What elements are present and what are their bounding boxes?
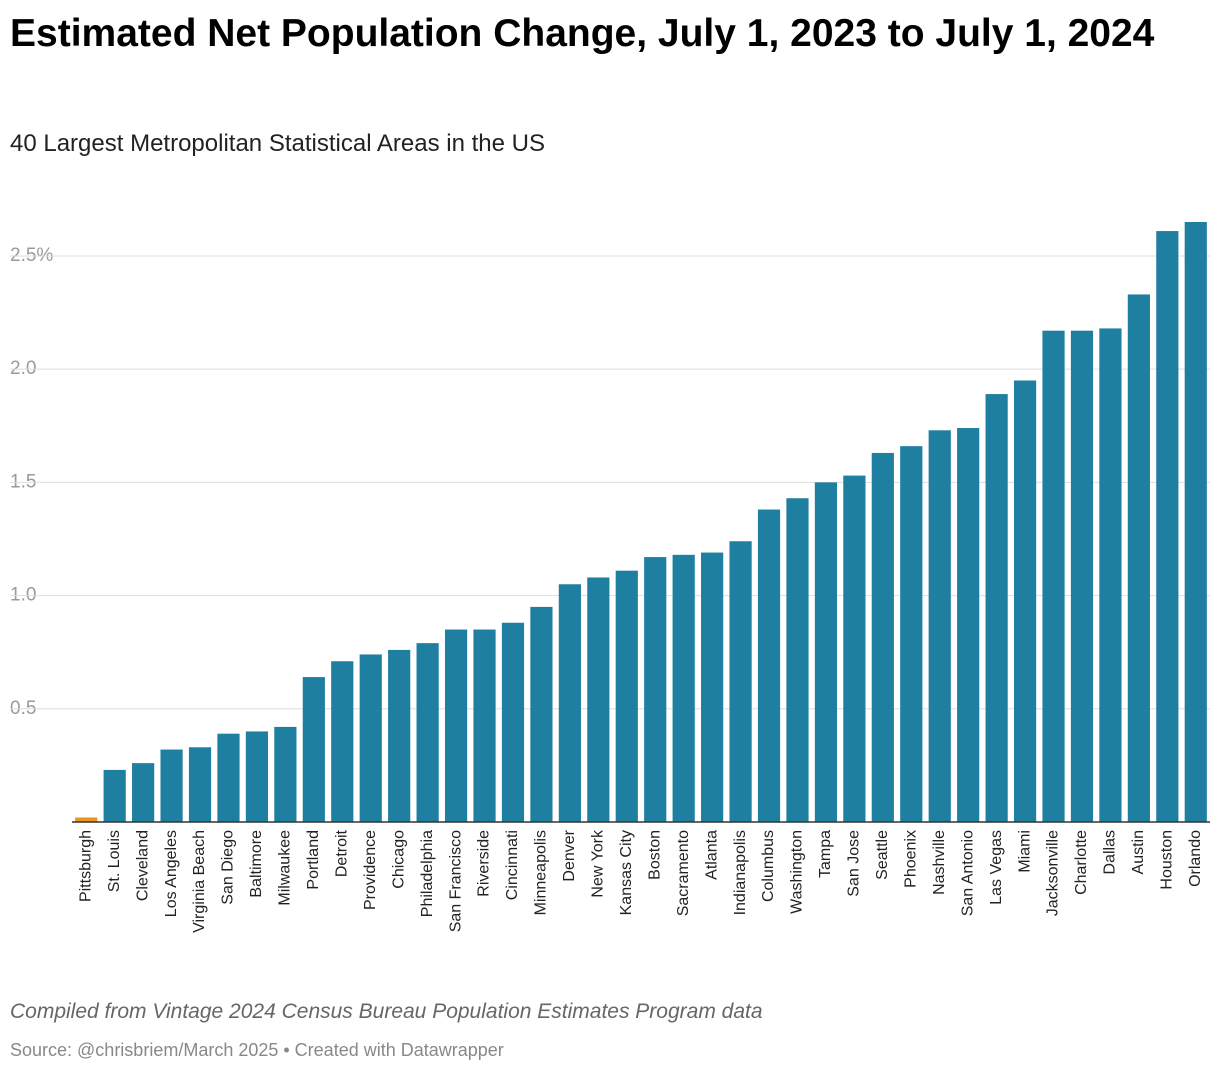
chart-subtitle: 40 Largest Metropolitan Statistical Area… — [10, 130, 545, 157]
bar — [1070, 330, 1094, 822]
bar — [473, 629, 496, 822]
x-tick-label: Dallas — [1102, 830, 1119, 874]
bar — [217, 733, 240, 822]
bar — [530, 606, 553, 822]
x-tick-label: Orlando — [1187, 830, 1204, 887]
x-tick-label: San Diego — [220, 830, 237, 905]
x-tick-label: San Antonio — [959, 830, 976, 916]
bar — [558, 584, 581, 822]
x-tick-label: Detroit — [333, 829, 350, 877]
x-tick-label: Jacksonville — [1045, 830, 1062, 916]
x-tick-label: Providence — [362, 830, 379, 910]
x-tick-label: San Francisco — [447, 830, 464, 932]
bar — [1042, 330, 1065, 822]
x-tick-label: Las Vegas — [988, 830, 1005, 905]
bar — [416, 643, 439, 822]
x-tick-label: Charlotte — [1073, 830, 1090, 895]
bar — [1013, 380, 1037, 822]
x-tick-label: Indianapolis — [732, 830, 749, 915]
x-tick-label: Kansas City — [618, 830, 635, 915]
note: Compiled from Vintage 2024 Census Bureau… — [10, 1000, 763, 1023]
bar — [302, 677, 325, 822]
x-tick-label: Milwaukee — [277, 830, 294, 906]
x-tick-label: Sacramento — [675, 830, 692, 916]
x-tick-label: Philadelphia — [419, 830, 436, 917]
x-tick-label: Riverside — [476, 830, 493, 897]
bar — [1099, 328, 1122, 822]
x-tick-label: Chicago — [390, 830, 407, 889]
x-tick-label: Cincinnati — [504, 830, 521, 900]
bar — [757, 509, 781, 822]
x-tick-label: New York — [590, 829, 607, 898]
bar — [1184, 222, 1207, 822]
source: Source: @chrisbriem/March 2025 • Created… — [10, 1040, 504, 1060]
bar — [928, 430, 951, 822]
bar — [188, 747, 212, 822]
bar — [615, 570, 638, 822]
bar — [132, 763, 155, 822]
bar — [587, 577, 610, 822]
x-tick-label: Atlanta — [703, 830, 720, 880]
x-tick-label: Phoenix — [902, 830, 919, 888]
bar — [501, 622, 525, 822]
bar — [644, 557, 667, 822]
bar — [245, 731, 269, 822]
x-tick-label: Columbus — [760, 830, 777, 902]
x-tick-label: Tampa — [817, 830, 834, 878]
x-tick-label: Miami — [1016, 830, 1033, 873]
bar — [359, 654, 382, 822]
bar — [957, 428, 980, 822]
x-tick-label: Houston — [1159, 830, 1176, 890]
bar — [871, 452, 894, 822]
x-tick-label: Virginia Beach — [191, 830, 208, 933]
bar — [672, 554, 695, 822]
bar — [786, 498, 809, 822]
bar — [843, 475, 866, 822]
bar — [900, 446, 923, 822]
x-tick-label: Boston — [646, 830, 663, 880]
bar — [160, 749, 183, 822]
bar — [701, 552, 724, 822]
x-tick-label: Denver — [561, 829, 578, 881]
x-tick-label: Baltimore — [248, 830, 265, 898]
chart-title: Estimated Net Population Change, July 1,… — [10, 12, 1155, 55]
x-tick-label: Austin — [1130, 830, 1147, 874]
x-tick-label: San Jose — [846, 830, 863, 897]
chart: 0.51.01.52.02.5%Pittsburgh St. Louis Cleve… — [10, 222, 1210, 933]
bar — [388, 649, 411, 822]
bar — [444, 629, 468, 822]
x-tick-label: Portland — [305, 830, 322, 890]
x-tick-label: Pittsburgh — [77, 830, 94, 902]
bar — [103, 769, 126, 822]
bar — [274, 726, 297, 822]
x-tick-label: Nashville — [931, 830, 948, 895]
bar — [331, 661, 354, 822]
bar — [729, 541, 752, 822]
x-tick-label: Los Angeles — [163, 830, 180, 917]
bar — [75, 817, 98, 822]
bar — [1156, 231, 1179, 822]
x-tick-label: Washington — [789, 830, 806, 914]
x-tick-label: St. Louis — [106, 830, 123, 892]
x-tick-label: Cleveland — [134, 830, 151, 901]
bar — [814, 482, 838, 822]
x-tick-label: Seattle — [874, 830, 891, 880]
bar — [985, 394, 1008, 822]
bar — [1127, 294, 1150, 822]
x-tick-label: Minneapolis — [533, 830, 550, 915]
